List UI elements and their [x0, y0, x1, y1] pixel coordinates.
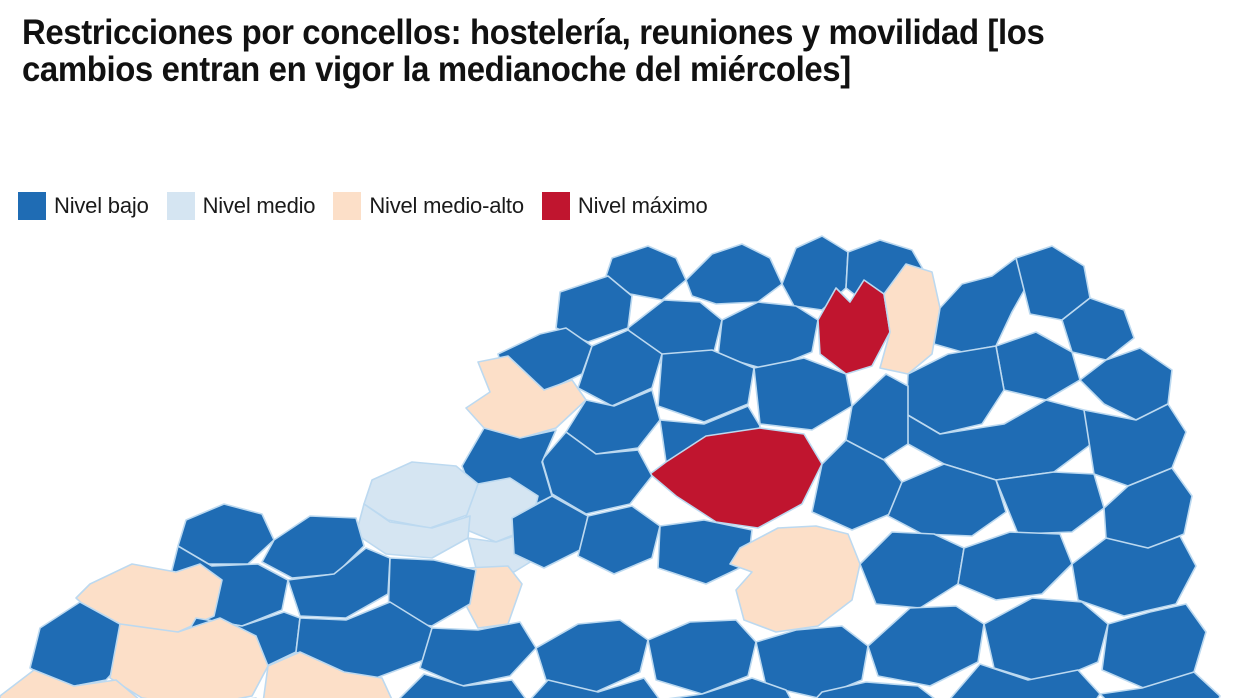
map-region[interactable]	[944, 663, 1101, 698]
legend-item-nivel-maximo[interactable]: Nivel máximo	[541, 192, 708, 220]
map-region[interactable]	[657, 349, 755, 423]
map-region[interactable]	[729, 525, 861, 633]
map-region[interactable]	[957, 531, 1073, 601]
legend-label-nivel-bajo: Nivel bajo	[54, 193, 149, 218]
map-region[interactable]	[109, 617, 269, 698]
map-region[interactable]	[394, 673, 528, 698]
legend-label-nivel-maximo: Nivel máximo	[577, 193, 708, 218]
galicia-municipalities-map[interactable]	[0, 228, 1248, 698]
map-region[interactable]	[465, 355, 587, 441]
map-region[interactable]	[647, 619, 757, 695]
map-region[interactable]	[867, 605, 985, 687]
map-region[interactable]	[933, 257, 1031, 353]
legend-label-nivel-medio-alto: Nivel medio-alto	[369, 193, 524, 218]
map-region[interactable]	[859, 531, 965, 609]
map-region[interactable]	[660, 677, 800, 698]
legend-item-nivel-medio-alto[interactable]: Nivel medio-alto	[333, 192, 524, 220]
map-region[interactable]	[1101, 603, 1207, 691]
map-region[interactable]	[528, 677, 660, 698]
map-region[interactable]	[1071, 535, 1197, 617]
map-region[interactable]	[983, 597, 1109, 685]
map-region[interactable]	[753, 357, 853, 431]
map-region[interactable]	[419, 621, 537, 687]
legend-item-nivel-bajo[interactable]: Nivel bajo	[18, 192, 149, 220]
municipality-layer	[0, 235, 1221, 698]
map-region[interactable]	[879, 263, 941, 375]
map-region[interactable]	[649, 427, 823, 529]
map-region[interactable]	[1099, 671, 1221, 698]
map-region[interactable]	[995, 331, 1081, 401]
map-region[interactable]	[1083, 403, 1187, 487]
map-region[interactable]	[995, 471, 1105, 535]
legend-item-nivel-medio[interactable]: Nivel medio	[166, 192, 316, 220]
legend-swatch-nivel-medio	[166, 192, 195, 220]
legend: Nivel bajo Nivel medio Nivel medio-alto …	[18, 192, 726, 220]
map-region[interactable]	[685, 243, 783, 305]
legend-swatch-nivel-bajo	[18, 192, 46, 220]
map-region[interactable]	[0, 669, 140, 698]
legend-swatch-nivel-medio-alto	[333, 192, 362, 220]
legend-label-nivel-medio: Nivel medio	[202, 193, 316, 218]
map-region[interactable]	[887, 463, 1007, 537]
map-region[interactable]	[577, 505, 661, 575]
title-block: Restricciones por concellos: hostelería,…	[22, 14, 1162, 88]
legend-swatch-nivel-maximo	[541, 192, 570, 220]
map-container[interactable]	[0, 228, 1248, 698]
page-title: Restricciones por concellos: hostelería,…	[22, 13, 1045, 89]
map-region[interactable]	[800, 681, 944, 698]
map-region[interactable]	[262, 651, 394, 698]
